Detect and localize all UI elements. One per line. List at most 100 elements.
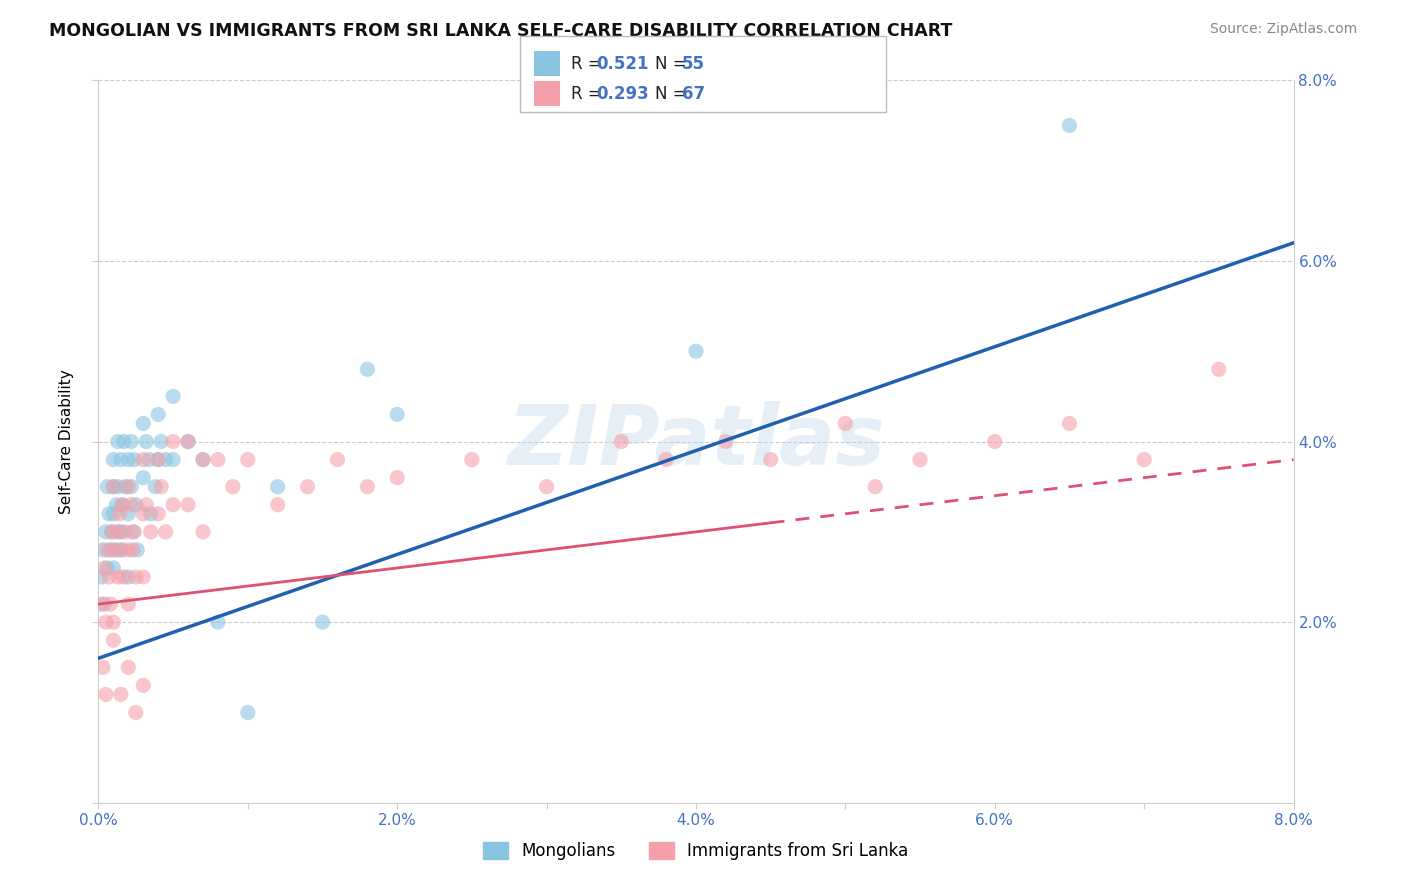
Point — [117, 597, 139, 611]
Point — [107, 434, 129, 449]
Point — [96, 561, 118, 575]
Point — [162, 498, 184, 512]
Text: 55: 55 — [682, 54, 704, 72]
Point — [110, 524, 132, 539]
Point — [112, 570, 135, 584]
Point — [120, 480, 142, 494]
Point — [103, 480, 125, 494]
Point — [132, 471, 155, 485]
Point — [132, 678, 155, 692]
Point — [267, 498, 290, 512]
Point — [148, 507, 170, 521]
Point — [191, 452, 214, 467]
Point — [90, 570, 112, 584]
Point — [135, 434, 157, 449]
Y-axis label: Self-Care Disability: Self-Care Disability — [59, 369, 75, 514]
Point — [101, 524, 124, 539]
Point — [125, 706, 148, 720]
Text: 0.293: 0.293 — [596, 85, 650, 103]
Point — [94, 687, 117, 701]
Point — [91, 542, 114, 557]
Point — [139, 507, 162, 521]
Point — [117, 507, 139, 521]
Point — [138, 452, 160, 467]
Point — [114, 480, 136, 494]
Point — [236, 452, 259, 467]
Point — [155, 524, 177, 539]
Point — [311, 615, 333, 630]
Point — [103, 633, 125, 648]
Point — [139, 524, 162, 539]
Point — [536, 480, 558, 494]
Point — [326, 452, 349, 467]
Point — [91, 660, 114, 674]
Point — [103, 480, 125, 494]
Point — [148, 452, 170, 467]
Point — [385, 408, 409, 422]
Point — [117, 452, 139, 467]
Point — [111, 498, 134, 512]
Point — [610, 434, 633, 449]
Point — [90, 597, 112, 611]
Point — [135, 498, 157, 512]
Text: 67: 67 — [682, 85, 704, 103]
Point — [177, 434, 200, 449]
Point — [162, 389, 184, 403]
Point — [124, 524, 146, 539]
Point — [132, 507, 155, 521]
Point — [98, 597, 122, 611]
Point — [356, 362, 378, 376]
Point — [162, 452, 184, 467]
Point — [150, 434, 173, 449]
Text: Source: ZipAtlas.com: Source: ZipAtlas.com — [1209, 22, 1357, 37]
Point — [93, 561, 115, 575]
Point — [96, 480, 118, 494]
Point — [177, 434, 200, 449]
Point — [207, 615, 229, 630]
Point — [155, 452, 177, 467]
Point — [117, 570, 139, 584]
Point — [120, 498, 142, 512]
Point — [93, 597, 115, 611]
Point — [117, 542, 139, 557]
Point — [110, 452, 132, 467]
Point — [685, 344, 707, 359]
Point — [267, 480, 290, 494]
Point — [148, 408, 170, 422]
Point — [108, 507, 131, 521]
Point — [117, 660, 139, 674]
Point — [132, 570, 155, 584]
Text: 0.521: 0.521 — [596, 54, 648, 72]
Point — [714, 434, 737, 449]
Point — [121, 542, 143, 557]
Point — [111, 498, 134, 512]
Text: R =: R = — [571, 85, 607, 103]
Text: ZIPatlas: ZIPatlas — [508, 401, 884, 482]
Text: MONGOLIAN VS IMMIGRANTS FROM SRI LANKA SELF-CARE DISABILITY CORRELATION CHART: MONGOLIAN VS IMMIGRANTS FROM SRI LANKA S… — [49, 22, 953, 40]
Point — [655, 452, 678, 467]
Point — [162, 434, 184, 449]
Point — [105, 542, 128, 557]
Text: N =: N = — [655, 54, 692, 72]
Point — [191, 524, 214, 539]
Point — [103, 561, 125, 575]
Point — [150, 480, 173, 494]
Point — [148, 452, 170, 467]
Text: N =: N = — [655, 85, 692, 103]
Text: R =: R = — [571, 54, 607, 72]
Point — [132, 417, 155, 431]
Point — [105, 498, 128, 512]
Point — [177, 498, 200, 512]
Point — [117, 480, 139, 494]
Point — [105, 524, 128, 539]
Point — [132, 452, 155, 467]
Point — [96, 542, 118, 557]
Point — [143, 480, 166, 494]
Point — [111, 542, 134, 557]
Point — [127, 542, 149, 557]
Point — [94, 615, 117, 630]
Point — [461, 452, 484, 467]
Point — [103, 542, 125, 557]
Point — [1059, 417, 1081, 431]
Legend: Mongolians, Immigrants from Sri Lanka: Mongolians, Immigrants from Sri Lanka — [477, 835, 915, 867]
